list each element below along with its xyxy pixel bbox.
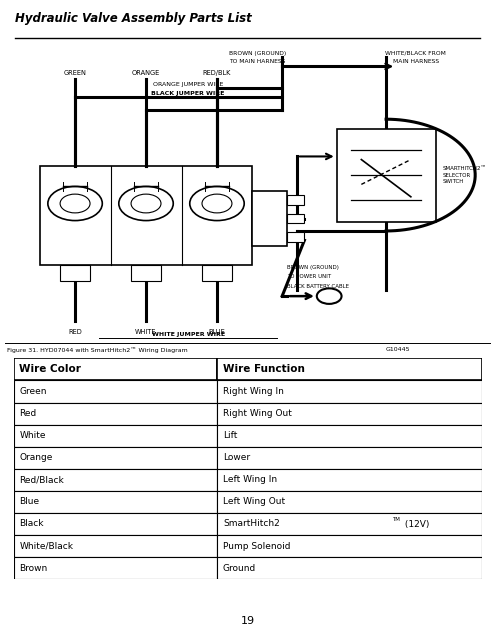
Bar — [217, 425, 482, 447]
Text: Figure 31. HYD07044 with SmartHitch2™ Wiring Diagram: Figure 31. HYD07044 with SmartHitch2™ Wi… — [7, 348, 188, 353]
Text: SmartHitch2: SmartHitch2 — [223, 520, 280, 529]
Bar — [337, 129, 436, 221]
Text: SMARTHITCH2™
SELECTOR
SWITCH: SMARTHITCH2™ SELECTOR SWITCH — [443, 166, 487, 184]
Bar — [287, 232, 304, 242]
Bar — [40, 166, 252, 265]
Text: Hydraulic Valve Assembly Parts List: Hydraulic Valve Assembly Parts List — [15, 12, 251, 25]
Bar — [14, 403, 217, 425]
Bar — [217, 403, 482, 425]
Text: White/Black: White/Black — [19, 541, 73, 550]
Text: Right Wing In: Right Wing In — [223, 387, 284, 396]
Text: GREEN: GREEN — [64, 70, 87, 76]
Bar — [217, 557, 482, 579]
Text: TO POWER UNIT: TO POWER UNIT — [287, 275, 331, 280]
Bar — [14, 380, 217, 403]
Bar — [287, 214, 304, 223]
Text: 19: 19 — [241, 616, 254, 626]
Text: BLUE: BLUE — [208, 329, 225, 335]
Bar — [14, 358, 217, 380]
Text: BLACK JUMPER WIRE: BLACK JUMPER WIRE — [151, 91, 225, 96]
Bar — [14, 491, 217, 513]
Text: RED: RED — [68, 329, 82, 335]
Bar — [217, 358, 482, 380]
Text: (12V): (12V) — [402, 520, 429, 529]
Bar — [217, 469, 482, 491]
Bar — [217, 491, 482, 513]
Text: BROWN (GROUND): BROWN (GROUND) — [287, 265, 339, 270]
Text: Wire Color: Wire Color — [19, 364, 81, 374]
Bar — [217, 447, 482, 468]
Text: Ground: Ground — [223, 564, 256, 573]
Text: Blue: Blue — [19, 497, 40, 506]
Bar — [14, 447, 217, 468]
Text: WHITE/BLACK FROM: WHITE/BLACK FROM — [386, 51, 446, 56]
Text: TO MAIN HARNESS: TO MAIN HARNESS — [229, 59, 286, 63]
Text: WHITE: WHITE — [135, 329, 157, 335]
Bar — [14, 469, 217, 491]
Bar — [217, 380, 482, 403]
Text: Black: Black — [19, 520, 44, 529]
Text: Right Wing Out: Right Wing Out — [223, 409, 292, 418]
Text: Orange: Orange — [19, 453, 53, 462]
Text: ORANGE: ORANGE — [132, 70, 160, 76]
Text: BROWN (GROUND): BROWN (GROUND) — [229, 51, 286, 56]
Text: Pump Solenoid: Pump Solenoid — [223, 541, 291, 550]
Bar — [217, 513, 482, 535]
Text: Brown: Brown — [19, 564, 48, 573]
Bar — [287, 195, 304, 205]
Text: Red/Black: Red/Black — [19, 476, 64, 484]
Text: Lift: Lift — [223, 431, 237, 440]
Bar — [14, 425, 217, 447]
Text: Red: Red — [19, 409, 37, 418]
Text: Wire Function: Wire Function — [223, 364, 305, 374]
Text: MAIN HARNESS: MAIN HARNESS — [393, 59, 439, 63]
Text: Lower: Lower — [223, 453, 250, 462]
Bar — [60, 265, 90, 280]
Text: BLACK BATTERY CABLE: BLACK BATTERY CABLE — [287, 284, 349, 289]
Text: WHITE JUMPER WIRE: WHITE JUMPER WIRE — [151, 332, 225, 337]
Text: RED/BLK: RED/BLK — [203, 70, 231, 76]
Text: White: White — [19, 431, 46, 440]
Text: Left Wing In: Left Wing In — [223, 476, 277, 484]
Bar — [14, 513, 217, 535]
Text: Left Wing Out: Left Wing Out — [223, 497, 285, 506]
Bar — [14, 557, 217, 579]
Text: TM: TM — [392, 517, 399, 522]
Text: ORANGE JUMPER WIRE: ORANGE JUMPER WIRE — [153, 82, 223, 86]
Bar — [252, 191, 287, 246]
Bar — [14, 535, 217, 557]
Text: Green: Green — [19, 387, 47, 396]
Text: G10445: G10445 — [386, 348, 410, 353]
Bar — [202, 265, 232, 280]
Bar — [131, 265, 161, 280]
Bar — [217, 535, 482, 557]
